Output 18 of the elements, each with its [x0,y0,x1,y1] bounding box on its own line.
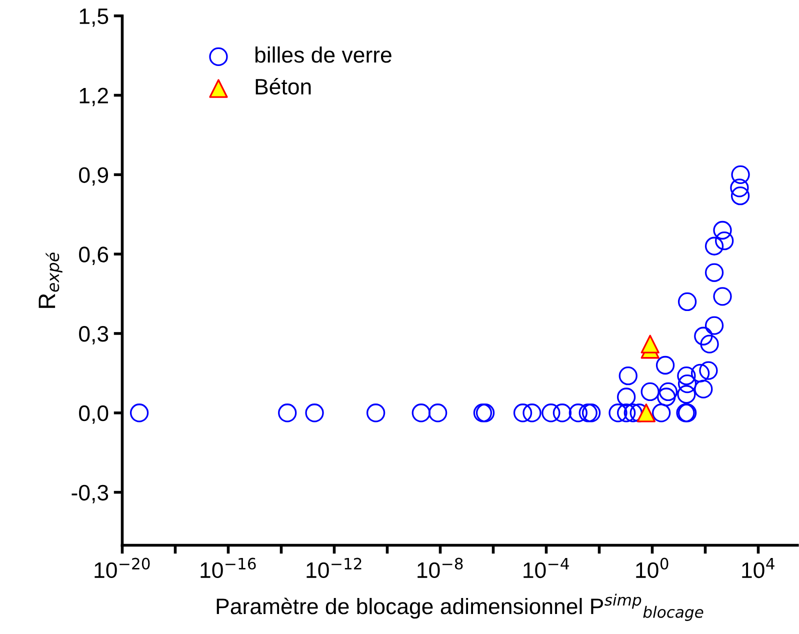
y-tick-label: 0,3 [79,326,108,344]
x-tick-label: 10$^{−8}$ [418,558,463,578]
x-tick-label: 10$^{−20}$ [94,558,150,578]
x-tick-label: 10$^{−16}$ [200,558,256,578]
y-axis-title: R$_{expé}$ [38,252,62,308]
y-tick-label: -0,3 [72,484,108,504]
x-tick-label: 10$^{−12}$ [306,558,362,578]
y-tick-label: 0,0 [79,405,108,424]
x-axis-title: Paramètre de blocage adimensionnel P$^{simp}$$_{blocage}$ [216,594,704,621]
x-tick-label: 10$^{4}$ [742,558,774,578]
legend-label: Béton [256,78,311,95]
y-tick-label: 0,9 [79,167,108,186]
x-tick-label: 10$^{−4}$ [524,558,569,578]
y-tick-label: 1,2 [80,88,108,106]
y-tick-label: 0,6 [79,246,108,265]
legend-label: billes de verre [255,46,392,63]
y-tick-label: 1,5 [80,8,108,27]
x-tick-label: 10$^{0}$ [636,558,668,578]
